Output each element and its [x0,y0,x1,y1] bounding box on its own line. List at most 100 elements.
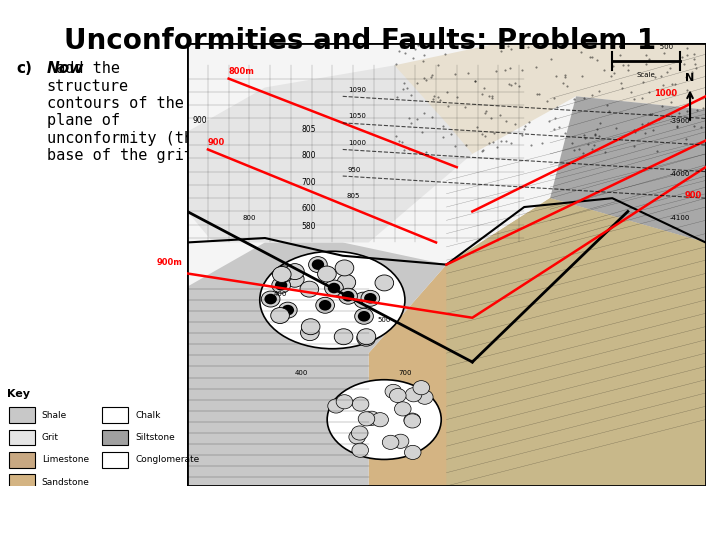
Text: Grit: Grit [42,433,59,442]
Text: 700: 700 [398,370,412,376]
Circle shape [275,280,287,291]
Polygon shape [550,96,706,242]
Circle shape [358,411,375,426]
Text: Scale: Scale [636,72,655,78]
Bar [680,504,687,512]
Bar [102,407,128,423]
Circle shape [352,397,369,411]
Circle shape [275,266,294,282]
Circle shape [272,266,291,282]
Circle shape [335,260,354,276]
Circle shape [328,283,341,293]
Circle shape [264,294,277,305]
Text: 1000: 1000 [348,140,366,146]
Polygon shape [395,43,706,154]
Circle shape [328,399,344,413]
Text: 600: 600 [301,205,316,213]
Circle shape [392,434,409,448]
Circle shape [357,330,375,346]
Circle shape [309,256,328,273]
Circle shape [375,275,394,291]
Bar [102,452,128,468]
Text: N: N [685,73,695,83]
Text: 900: 900 [208,138,225,147]
Circle shape [354,292,373,308]
Circle shape [404,413,420,427]
Text: UNIVERSITY OF LEEDS: UNIVERSITY OF LEEDS [550,509,706,522]
Text: 800: 800 [243,215,256,221]
Text: 805: 805 [346,193,360,199]
Circle shape [357,329,376,345]
Circle shape [355,308,374,324]
Circle shape [405,388,422,402]
Text: -4100: -4100 [670,215,690,221]
Circle shape [319,300,331,310]
Text: Key: Key [7,389,30,399]
Text: School of Earth and Environment: School of Earth and Environment [14,509,273,523]
Circle shape [282,305,294,315]
Circle shape [285,271,304,287]
Bar [9,407,35,423]
Circle shape [349,430,366,444]
Circle shape [334,329,353,345]
Text: 950: 950 [348,167,361,173]
Text: -4000: -4000 [670,171,690,177]
Circle shape [361,291,379,306]
Text: 700: 700 [301,178,316,187]
Bar [102,430,128,445]
Text: 500: 500 [377,317,391,323]
Circle shape [372,413,389,427]
Circle shape [338,288,357,304]
Circle shape [416,390,433,404]
Circle shape [336,395,353,409]
Text: Conglomerate: Conglomerate [135,455,199,464]
Circle shape [404,414,420,428]
Text: 900m: 900m [156,258,182,267]
Text: Unconformities and Faults: Problem 1: Unconformities and Faults: Problem 1 [64,27,656,55]
Circle shape [342,291,354,301]
Text: 1050: 1050 [348,113,366,119]
Text: 900: 900 [685,191,702,200]
Bar [652,504,659,512]
Circle shape [413,381,430,395]
Text: 800m: 800m [229,67,255,76]
Circle shape [352,443,369,457]
Circle shape [390,388,406,403]
Text: -3900: -3900 [670,118,690,124]
Circle shape [358,311,370,322]
Text: 400: 400 [294,370,308,376]
Circle shape [360,333,372,343]
Text: 580: 580 [301,222,316,231]
Bar [652,501,687,507]
Circle shape [300,281,319,297]
Text: 805: 805 [301,125,316,134]
Bar [661,502,678,535]
Circle shape [385,384,402,399]
Circle shape [351,426,368,440]
Text: 900: 900 [192,116,207,125]
Circle shape [405,446,421,460]
Text: 400: 400 [274,291,287,296]
Circle shape [301,319,320,335]
Text: 1000: 1000 [654,89,677,98]
Text: Now: Now [47,61,84,76]
Polygon shape [187,65,524,242]
Circle shape [364,411,380,426]
Polygon shape [446,198,706,486]
Polygon shape [187,242,446,486]
Bar [9,452,35,468]
Text: add the
structure
contours of the
plane of
unconformity (the
base of the grit).: add the structure contours of the plane … [47,61,211,163]
Bar [9,430,35,445]
Circle shape [261,291,280,307]
Text: Chalk: Chalk [135,410,161,420]
Ellipse shape [260,251,405,349]
Circle shape [318,266,336,282]
Circle shape [312,259,324,270]
Circle shape [272,277,290,293]
Text: Shale: Shale [42,410,67,420]
Polygon shape [369,198,706,486]
Text: Siltstone: Siltstone [135,433,175,442]
Text: 1090: 1090 [348,87,366,93]
Ellipse shape [327,380,441,460]
Circle shape [337,274,356,291]
